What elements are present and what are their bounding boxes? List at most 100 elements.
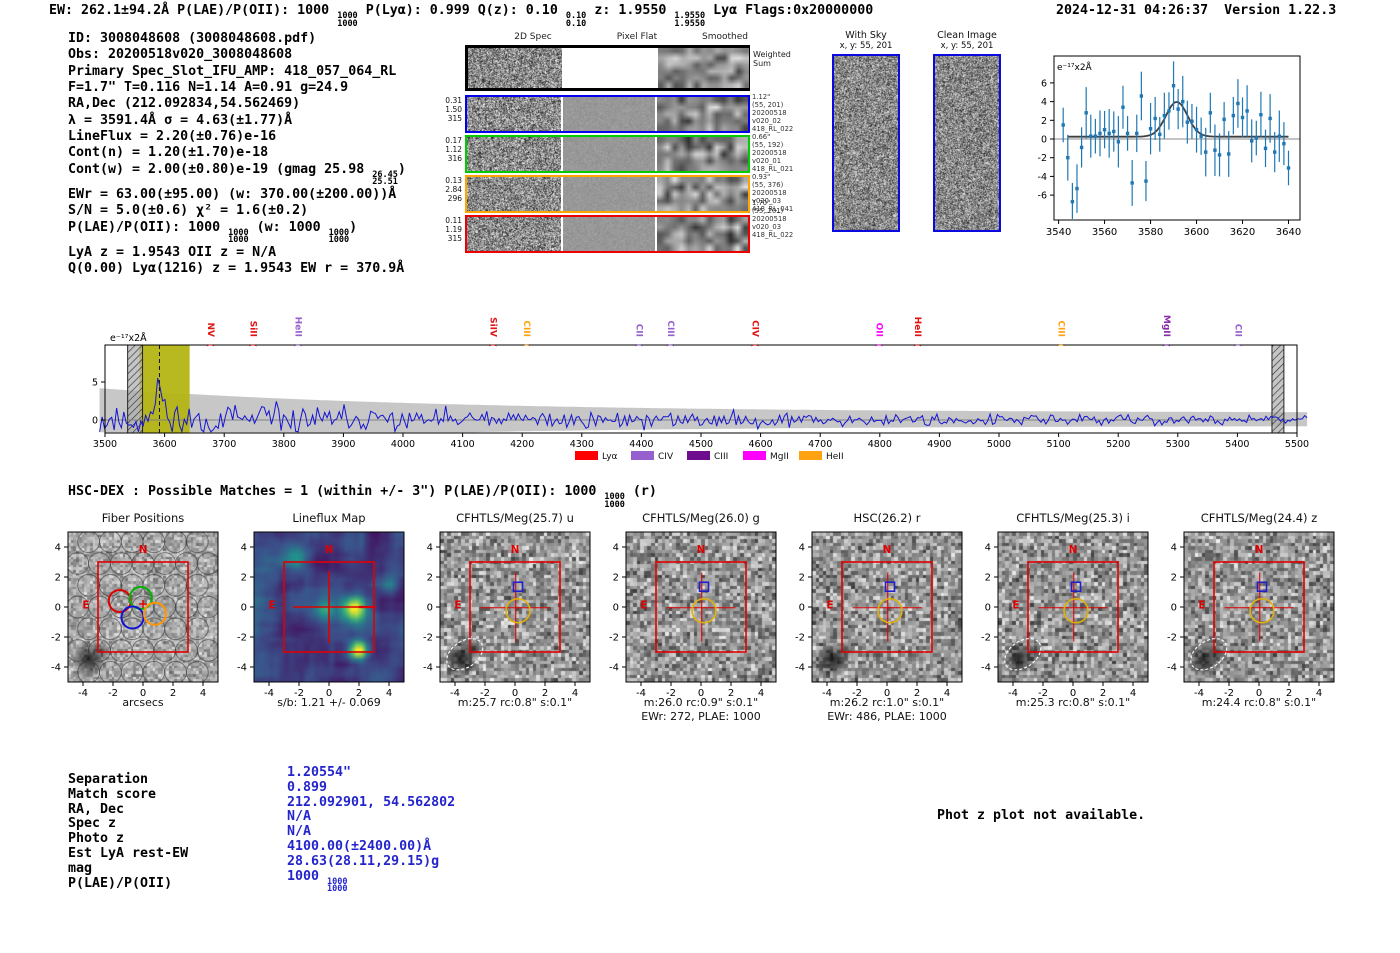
fiber-circle: [77, 573, 101, 597]
data-point: [1061, 123, 1065, 127]
emission-line-marker: CIV (: [750, 320, 760, 347]
x-tick-label: -2: [666, 688, 676, 699]
photz-note: Phot z plot not available.: [937, 808, 1146, 823]
fiber-circle: [142, 573, 166, 597]
emission-line-marker: HeII (: [912, 317, 922, 347]
pixel-flat-image: [563, 137, 655, 171]
x-tick-label: 0: [1070, 688, 1076, 699]
y-tick-label: -4: [51, 663, 61, 674]
pixel-flat-image: [563, 177, 655, 211]
fiber-circle: [153, 639, 177, 662]
x-tick-label: 5300: [1166, 439, 1190, 450]
x-tick-label: 4300: [570, 439, 594, 450]
spec2d-row-annotations: 0.66" (55, 192) 20200518 v020_01 418_RL_021: [752, 133, 793, 174]
y-tick-label: -2: [237, 633, 247, 644]
flux-units-label: e⁻¹⁷x2Å: [110, 332, 147, 344]
data-point: [1158, 132, 1162, 137]
cutout-caption: m:25.3 rc:0.8" s:0.1": [1015, 696, 1131, 709]
emission-line-label: HeII: [293, 317, 303, 337]
x-tick-label: 0: [884, 688, 890, 699]
fiber-circle: [98, 532, 122, 554]
info-line: LineFlux = 2.20(±0.76)e-16: [68, 129, 277, 145]
x-tick-label: 4: [1130, 688, 1136, 699]
fiber-circle: [88, 639, 111, 662]
error-envelope: [99, 388, 1308, 433]
cutout-caption: m:24.4 rc:0.8" s:0.1": [1201, 696, 1317, 709]
data-point: [1148, 127, 1153, 131]
x-tick-label: 5400: [1225, 439, 1249, 450]
x-tick-label: -2: [108, 688, 118, 699]
compass-north-label: N: [139, 544, 148, 556]
fiber-circle: [185, 573, 209, 597]
match-table-label: Match score: [68, 786, 157, 802]
spec2d-row: [465, 215, 750, 253]
fiber-annotation-line: 0.93": [752, 173, 771, 181]
y-tick-label: 4: [985, 543, 991, 554]
fiber-weight-label: 296: [447, 194, 462, 203]
spec2d-image: [467, 137, 561, 171]
extraction-box: [841, 561, 933, 653]
emission-line-label: SiIV: [487, 317, 497, 337]
fiber-annotation-line: v020_03: [752, 222, 782, 231]
cutout-image: [1184, 532, 1334, 682]
y-tick-label: 0: [613, 603, 619, 614]
x-tick-label: 4800: [868, 439, 892, 450]
match-table-label: P(LAE)/P(OII): [68, 875, 173, 891]
data-point: [1236, 101, 1240, 106]
fiber-circle: [98, 660, 122, 682]
emission-line-marker: OII (: [874, 323, 884, 347]
data-point: [1240, 115, 1245, 120]
fiber-weight-label: 1.19: [445, 225, 462, 234]
cutout-caption: m:25.7 rc:0.8" s:0.1": [457, 696, 573, 709]
clean-stamp: Clean Image x, y: 55, 201: [933, 30, 1001, 232]
y-tick-label: 6: [1041, 78, 1047, 89]
legend-swatch: [687, 451, 710, 460]
cutout-title: CFHTLS/Meg(25.7) u: [456, 511, 574, 525]
spec2d-row: [465, 135, 750, 173]
spec2d-row-left-labels: 0.17 1.12 316: [440, 136, 462, 163]
detection-info-block: ID: 3008048608 (3008048608.pdf) Obs: 2020…: [68, 31, 406, 278]
stacked-fraction: 1.9550 1.9550: [674, 11, 706, 29]
y-tick-label: 0: [55, 603, 61, 614]
emission-line-label: SiII: [247, 321, 257, 337]
fiber-weight-label: 0.31: [445, 96, 462, 105]
spec2d-image: [468, 48, 562, 88]
emission-line-label: OII: [874, 323, 884, 337]
compass-north-label: N: [1255, 544, 1264, 556]
legend-item: HeII: [799, 451, 844, 462]
fiber-circle: [77, 660, 101, 682]
match-table-label: RA, Dec: [68, 801, 125, 817]
x-tick-label: -4: [78, 688, 88, 699]
info-line: F=1.7" T=0.116 N=1.14 A=0.91 g=24.9: [68, 80, 349, 96]
data-point: [1107, 131, 1111, 136]
x-tick-label: 0: [326, 688, 332, 699]
cutout-panel: CFHTLS/Meg(24.4) z N E -4 -4 -2 -2 0 0 2 2 4 4 m:24.4…: [1154, 505, 1364, 730]
y-tick-label: 2: [427, 573, 433, 584]
y-tick-label: 4: [1041, 97, 1047, 108]
legend-label: HeII: [826, 452, 844, 462]
spec2d-image: [467, 177, 561, 211]
fiber-annotation-line: (55, 192): [752, 140, 784, 149]
x-tick-label: -2: [1038, 688, 1048, 699]
x-tick-label: 5000: [987, 439, 1011, 450]
match-table-value: 1.20554": [287, 765, 352, 780]
match-table-value: 212.092901, 54.562802: [287, 794, 456, 810]
x-tick-label: 0: [1256, 688, 1262, 699]
summary-header-line: EW: 262.1±94.2Å P(LAE)/P(OII): 1000 1000…: [49, 3, 874, 29]
cutout-panel: CFHTLS/Meg(25.7) u N E -4 -4 -2 -2 0 0 2 2 4 4 m:25.7…: [410, 505, 620, 730]
emission-line-paren: (: [875, 344, 884, 347]
fiber-annotation-line: 1.12": [752, 93, 771, 101]
x-tick-label: 2: [356, 688, 362, 699]
x-tick-label: 2: [728, 688, 734, 699]
data-point: [1204, 150, 1208, 154]
emission-line-marker: CIII (: [665, 320, 675, 347]
data-point: [1231, 113, 1236, 118]
stacked-fraction: 1000 1000: [327, 876, 348, 895]
y-tick-label: 0: [1041, 135, 1047, 146]
stamp-image: [933, 54, 1001, 232]
cutout-caption2: EWr: 272, PLAE: 1000: [641, 710, 761, 723]
spec2d-row-annotations: 1.12" (55, 201) 20200518 v020_02 418_RL_022: [752, 93, 793, 134]
data-point: [1093, 134, 1098, 138]
neighbor-ellipse: [446, 638, 484, 671]
fiber-circle: [196, 595, 218, 619]
